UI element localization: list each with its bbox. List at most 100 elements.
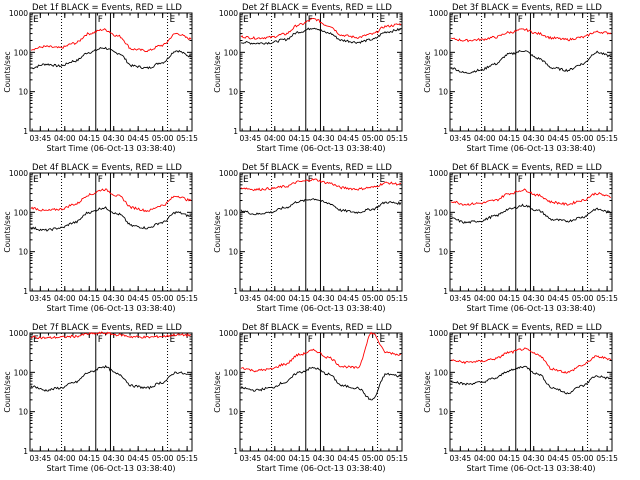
series-line-events [240,198,402,216]
x-tick-label: 05:00 [572,454,594,463]
y-tick-label: 100 [14,48,29,57]
y-tick-label: 1 [443,447,448,456]
x-tick-label: 05:15 [596,294,618,303]
x-axis-label: Start Time (06-Oct-13 03:38:40) [256,144,385,153]
region-label: E [453,335,459,345]
region-label: F [518,335,523,345]
y-tick-label: 100 [224,48,239,57]
region-label: E [170,15,176,25]
x-tick-label: 04:15 [288,134,310,143]
x-tick-label: 04:45 [337,134,359,143]
series-line-lld [240,17,402,40]
panel-title: Det 4f BLACK = Events, RED = LLD [32,163,182,173]
x-tick-label: 04:00 [474,134,496,143]
x-tick-label: 03:45 [30,294,52,303]
series-line-events [241,366,402,401]
x-tick-label: 04:00 [54,454,76,463]
x-tick-label: 03:45 [240,454,262,463]
x-tick-label: 05:15 [176,454,198,463]
region-label: E [453,15,459,25]
y-tick-label: 1 [233,287,238,296]
region-label: E [33,175,39,185]
x-tick-label: 04:15 [288,454,310,463]
x-axis-label: Start Time (06-Oct-13 03:38:40) [46,304,175,313]
series-line-lld [450,347,612,374]
x-tick-label: 04:15 [78,294,100,303]
series-line-events [30,206,192,232]
y-tick-label: 10 [438,88,448,97]
region-label: E [33,15,39,25]
x-tick-label: 04:45 [127,454,149,463]
region-label: E [243,175,249,185]
region-label: F [308,175,313,185]
x-tick-label: 04:30 [523,294,545,303]
region-label: E [33,335,39,345]
series-line-lld [240,331,401,373]
region-label: F [518,175,523,185]
x-axis-label: Start Time (06-Oct-13 03:38:40) [466,464,595,473]
x-tick-label: 05:00 [362,294,384,303]
x-tick-label: 04:30 [103,454,125,463]
x-tick-label: 04:30 [313,294,335,303]
y-tick-label: 1000 [429,169,448,178]
region-label: F [308,15,313,25]
plot-frame [29,332,193,452]
y-axis-label: Counts/sec [3,371,12,412]
x-tick-label: 03:45 [450,134,472,143]
series-line-events [30,364,192,392]
region-label: E [243,335,249,345]
y-tick-label: 10 [18,408,28,417]
panel-det-8: Det 8f BLACK = Events, RED = LLD 1 10 100 10… [213,323,408,473]
y-tick-label: 1000 [429,9,448,18]
series-line-lld [240,178,402,192]
x-tick-label: 03:45 [240,294,262,303]
x-tick-label: 04:30 [313,134,335,143]
series-line-events [450,365,612,395]
y-tick-label: 100 [434,368,449,377]
y-tick-label: 1000 [219,9,238,18]
y-tick-label: 1 [233,447,238,456]
y-tick-label: 100 [224,208,239,217]
y-tick-label: 1000 [219,329,238,338]
plot-frame [449,12,613,132]
y-tick-label: 1 [233,127,238,136]
panel-det-2: Det 2f BLACK = Events, RED = LLD 1 10 100 10… [213,3,408,153]
series-line-lld [30,28,192,53]
x-tick-label: 04:30 [523,454,545,463]
region-label: F [98,335,103,345]
y-axis-label: Counts/sec [3,51,12,92]
panel-title: Det 9f BLACK = Events, RED = LLD [452,323,602,333]
x-tick-label: 04:45 [547,454,569,463]
x-tick-label: 05:15 [596,134,618,143]
region-label: E [243,15,249,25]
y-tick-label: 10 [18,248,28,257]
y-tick-label: 100 [14,208,29,217]
panel-det-6: Det 6f BLACK = Events, RED = LLD 1 10 100 10… [423,163,618,313]
x-tick-label: 05:15 [176,134,198,143]
x-tick-label: 04:00 [54,294,76,303]
panel-det-3: Det 3f BLACK = Events, RED = LLD 1 10 100 10… [423,3,618,153]
panel-title: Det 8f BLACK = Events, RED = LLD [242,323,392,333]
x-tick-label: 03:45 [240,134,262,143]
panel-title: Det 6f BLACK = Events, RED = LLD [452,163,602,173]
y-tick-label: 10 [18,88,28,97]
x-tick-label: 04:45 [547,294,569,303]
y-tick-label: 10 [438,408,448,417]
x-tick-label: 04:15 [78,134,100,143]
x-tick-label: 05:00 [362,134,384,143]
panel-det-1: Det 1f BLACK = Events, RED = LLD 1 10 100 10… [3,3,198,153]
x-tick-label: 05:15 [176,294,198,303]
region-label: F [518,15,523,25]
panel-det-4: Det 4f BLACK = Events, RED = LLD 1 10 100 10… [3,163,198,313]
panel-det-7: Det 7f BLACK = Events, RED = LLD 1 10 100 10… [3,323,198,473]
y-tick-label: 1 [443,127,448,136]
x-tick-label: 05:00 [572,294,594,303]
x-tick-label: 04:45 [547,134,569,143]
x-tick-label: 05:00 [152,454,174,463]
x-axis-label: Start Time (06-Oct-13 03:38:40) [466,144,595,153]
x-axis-label: Start Time (06-Oct-13 03:38:40) [46,144,175,153]
series-line-lld [30,188,192,213]
y-tick-label: 1 [23,447,28,456]
region-label: E [590,175,596,185]
